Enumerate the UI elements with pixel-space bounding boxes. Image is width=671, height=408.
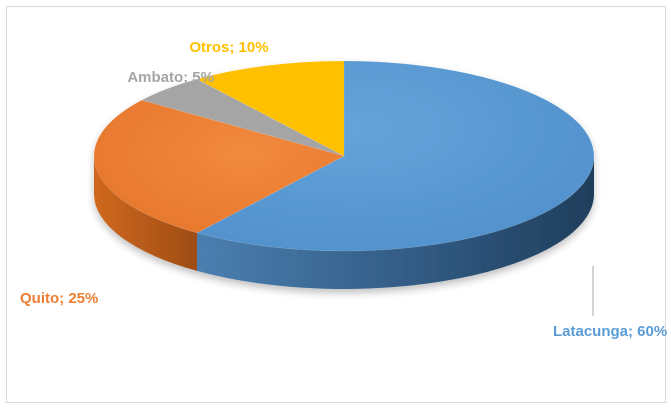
data-label-otros: Otros; 10% xyxy=(189,39,268,56)
pie-slice-side-quito xyxy=(94,156,198,271)
pie-slice-latacunga[interactable] xyxy=(196,60,595,252)
pie-slice-side-latacunga xyxy=(197,156,595,290)
data-label-quito: Quito; 25% xyxy=(20,290,98,307)
data-label-latacunga: Latacunga; 60% xyxy=(553,323,667,340)
pie-slice-quito[interactable] xyxy=(93,99,345,234)
data-label-ambato: Ambato; 5% xyxy=(127,69,214,86)
pie-slice-otros[interactable] xyxy=(196,60,345,157)
